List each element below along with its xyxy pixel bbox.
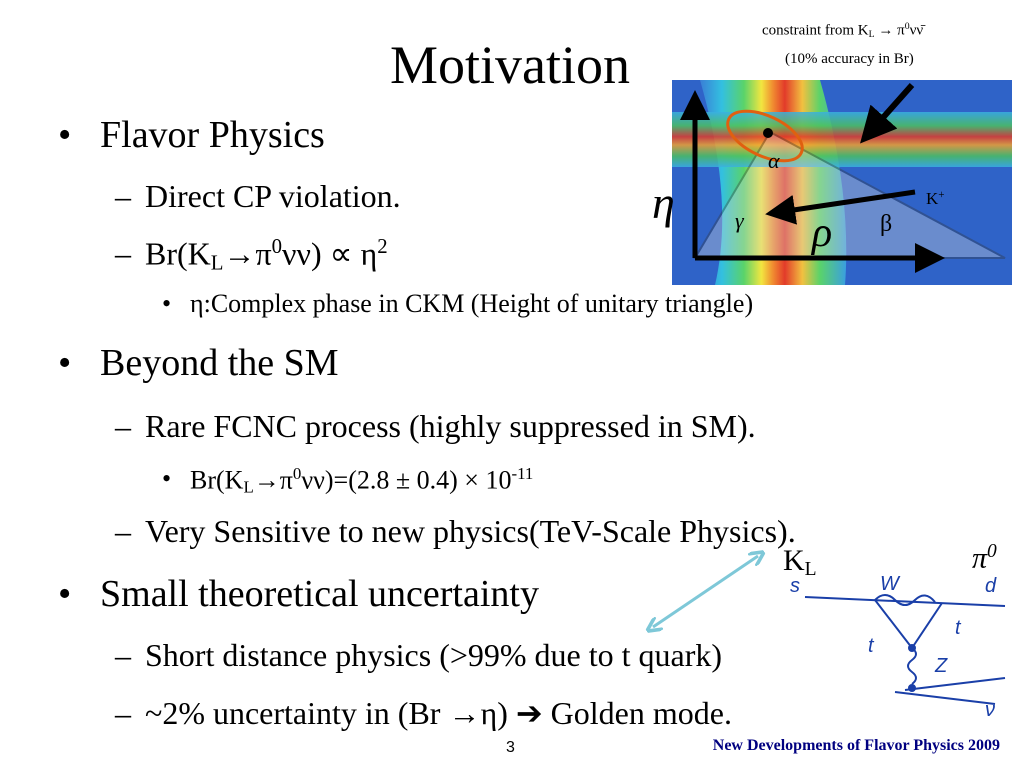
text-run: Flavor Physics	[100, 114, 325, 157]
kplus-label: K+	[926, 189, 945, 209]
footer-note: New Developments of Flavor Physics 2009	[712, 737, 1000, 754]
superscript: 0	[271, 235, 283, 259]
pi0-label: π0	[972, 542, 997, 574]
nu-label: ν	[985, 699, 995, 721]
superscript: 0	[904, 21, 910, 32]
text-run: νν)=(2.8 ± 0.4) × 10	[301, 464, 512, 494]
text-run: ~2% uncertainty in (Br →η) ➔ Golden mode…	[145, 695, 732, 732]
text-run: K	[926, 189, 939, 209]
text-run: νν̄	[909, 22, 924, 39]
bullet-marker: •	[58, 114, 72, 157]
subscript: L	[868, 28, 875, 40]
gamma-label: γ	[735, 208, 744, 233]
bullet-text: Short distance physics (>99% due to t qu…	[145, 639, 722, 671]
text-run: Br(K	[145, 235, 211, 272]
bullet-marker: –	[115, 513, 131, 550]
bullet-text: Direct CP violation.	[145, 180, 401, 212]
double-arrow	[653, 556, 758, 627]
quark-d: d	[985, 575, 997, 597]
subscript: L	[804, 558, 817, 580]
bullet-text: Flavor Physics	[100, 116, 325, 154]
bullet-text: Br(KL→π0νν)=(2.8 ± 0.4) × 10-11	[190, 463, 534, 497]
text-run: Very Sensitive to new physics(TeV-Scale …	[145, 513, 796, 550]
text-run: Short distance physics (>99% due to t qu…	[145, 637, 723, 674]
text-run: η:Complex phase in CKM (Height of unitar…	[190, 288, 754, 318]
slide-title: Motivation	[390, 35, 630, 95]
bullet-marker: –	[115, 695, 131, 732]
bullet-marker: –	[115, 637, 131, 674]
quark-s: s	[790, 575, 800, 597]
bullet-text: Small theoretical uncertainty	[100, 575, 539, 613]
text-run: Br(K	[190, 464, 244, 494]
text-run: Beyond the SM	[100, 342, 339, 385]
accuracy-label: (10% accuracy in Br)	[785, 51, 914, 67]
constraint-label: constraint from KL → π0νν̄	[762, 22, 923, 40]
z-label: Z	[935, 655, 948, 677]
eta-label: η	[652, 177, 675, 228]
kl-label: KL	[783, 544, 817, 580]
bullet-marker: –	[115, 408, 131, 445]
text-run: K	[783, 544, 805, 577]
subscript: L	[210, 252, 224, 276]
subscript: L	[243, 477, 254, 497]
t-label: t	[868, 635, 874, 657]
bullet-text: Br(KL→π0νν) ∝ η2	[145, 235, 388, 276]
superscript: 2	[377, 235, 388, 259]
bullet-text: η:Complex phase in CKM (Height of unitar…	[190, 288, 754, 318]
bullet-text: Beyond the SM	[100, 344, 339, 382]
text-run: π	[972, 541, 988, 575]
ckm-figure	[672, 80, 1012, 285]
alpha-label: α	[768, 148, 780, 173]
bullet-marker: •	[162, 288, 172, 318]
rho-label: ρ	[812, 210, 833, 256]
text-run: → π	[874, 22, 905, 39]
text-run: Small theoretical uncertainty	[100, 573, 539, 616]
superscript: -11	[511, 463, 534, 483]
bullet-text: ~2% uncertainty in (Br →η) ➔ Golden mode…	[145, 697, 732, 729]
bullet-marker: •	[58, 342, 72, 385]
superscript: +	[938, 189, 945, 201]
w-label: W	[880, 573, 899, 595]
bullet-text: Rare FCNC process (highly suppressed in …	[145, 410, 756, 442]
bullet-marker: –	[115, 235, 131, 272]
text-run: Direct CP violation.	[145, 178, 401, 215]
text-run: Rare FCNC process (highly suppressed in …	[145, 408, 756, 445]
bullet-marker: •	[162, 463, 172, 493]
text-run: constraint from K	[762, 22, 869, 39]
text-run: →π	[253, 464, 293, 494]
feynman-diagram	[804, 594, 1006, 705]
bullet-marker: •	[58, 573, 72, 616]
beta-label: β	[880, 211, 893, 237]
bullet-marker: –	[115, 178, 131, 215]
page-number: 3	[506, 739, 515, 756]
t-label: t	[955, 617, 961, 639]
superscript: 0	[292, 463, 302, 483]
bullet-text: Very Sensitive to new physics(TeV-Scale …	[145, 515, 796, 547]
superscript: 0	[987, 541, 997, 562]
text-run: →π	[223, 235, 272, 272]
text-run: νν) ∝ η	[282, 235, 378, 272]
